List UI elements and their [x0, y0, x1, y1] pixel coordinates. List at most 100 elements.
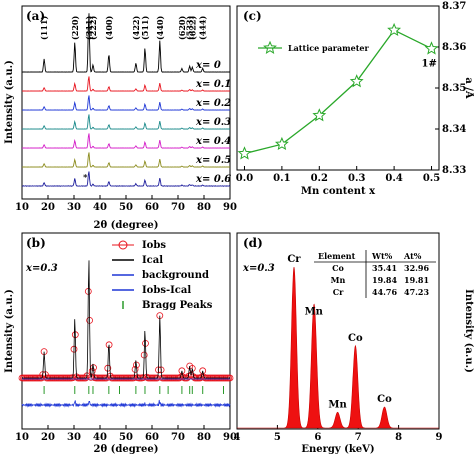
panel-a-xtick-label: 60 [145, 202, 159, 213]
panel-b-legend-label: Ical [142, 255, 163, 266]
panel-b-obs-point [178, 367, 186, 375]
panel-a-peak-label: (311) [84, 16, 94, 40]
panel-c-ytick-label: 8.37 [442, 1, 466, 12]
panel-a-peak-label: (220) [70, 16, 80, 40]
panel-c-point [424, 41, 439, 55]
panel-a-peak-label: (533) [185, 16, 195, 40]
panel-d-table-header: Element [318, 251, 356, 261]
panel-a-series-line [21, 133, 231, 149]
panel-d-table-cell: 47.23 [404, 287, 429, 297]
panel-d-xtick-label: 8 [395, 432, 402, 443]
panel-c-point [349, 74, 364, 88]
panel-c-legend-label: Lattice parameter [288, 43, 370, 53]
panel-c-point [237, 146, 252, 160]
panel-c-xtick-label: 0.1 [273, 173, 290, 184]
panel-c-ylabel: a /Å [463, 77, 474, 99]
panel-c-point [387, 22, 402, 37]
panel-b-xtick-label: 60 [145, 432, 159, 443]
panel-c-series [237, 22, 439, 160]
panel-d-table: Element Wt% At% Co 35.41 32.96 Mn 19.84 19.81 Cr 4… [314, 250, 436, 298]
panel-d-table-cell: Co [332, 263, 344, 273]
panel-a-series-line [21, 114, 231, 130]
panel-d-letter: (d) [243, 236, 263, 250]
panel-b-curves [18, 260, 234, 408]
panel-b-legend-label: Iobs-Ical [142, 285, 191, 296]
panel-a-series-label: x= 0 [195, 60, 221, 71]
panel-d-table-cell: 32.96 [404, 263, 429, 273]
panel-b-xtick-label: 50 [119, 432, 133, 443]
panel-a-series-label: x= 0.5 [195, 155, 231, 166]
panel-d-xtick-label: 9 [436, 432, 443, 443]
panel-b-xtick-label: 40 [93, 432, 107, 443]
panel-a-series-line [21, 76, 231, 92]
panel-a: (a) Intensity (a.u.) 2θ (degree) 10 20 30 4… [4, 5, 237, 231]
panel-a-xtick-label: 70 [171, 202, 185, 213]
panel-b-legend-label: Iobs [142, 240, 166, 251]
panel-c-legend: Lattice parameter [258, 40, 370, 54]
panel-a-xtick-label: 40 [93, 202, 107, 213]
panel-d-table-cell: 44.76 [372, 287, 397, 297]
panel-b-obs-point [199, 367, 207, 375]
panel-d-xtick-label: 7 [355, 432, 362, 443]
panel-d-table-cell: 35.41 [372, 263, 397, 273]
panel-a-peak-label: (400) [104, 16, 114, 40]
panel-a-series-label: x= 0.4 [195, 136, 231, 147]
panel-c-xtick-label: 0.4 [385, 173, 402, 184]
panel-a-peak-labels: (111) (220) (311)(222) (400) (422) (511) (440)… [39, 16, 208, 40]
panel-b-xtick-label: 20 [41, 432, 55, 443]
panel-a-letter: (a) [26, 9, 45, 23]
panel-b-legend: Iobs Ical background Iobs-Ical Bragg Peaks [112, 240, 213, 311]
panel-a-peak-label: (440) [155, 16, 165, 40]
panel-c-xtick-label: 0.5 [423, 173, 440, 184]
panel-a-series-label: x= 0.2 [195, 98, 231, 109]
panel-d-frame [236, 232, 440, 430]
panel-a-series-label: x= 0.3 [195, 117, 231, 128]
panel-d-peak-label: Cr [287, 254, 301, 265]
panel-b-xtick-label: 90 [223, 432, 237, 443]
panel-a-xtick-label: 10 [15, 202, 29, 213]
panel-a-series-line [21, 13, 231, 73]
panel-c-annotation: 1# [422, 59, 437, 70]
panel-c-ytick-label: 8.36 [442, 42, 466, 53]
panel-c-ytick-label: 8.34 [442, 124, 466, 135]
panel-a-xtick-label: 20 [41, 202, 55, 213]
panel-c-xtick-label: 0.0 [236, 173, 253, 184]
panel-c-line [244, 29, 432, 155]
panel-d-peak-label: Mn [305, 307, 324, 318]
panel-d-xtick-label: 6 [314, 432, 321, 443]
panel-c-letter: (c) [243, 9, 262, 23]
panel-d-peak-label: Co [348, 333, 363, 344]
panel-d: (d) x=0.3 Energy (keV) Intensity (a.u.) … [234, 232, 474, 455]
panel-c-ticks: 0.0 0.1 0.2 0.3 0.4 0.58.33 8.34 8.35 8.36 8.37 [236, 1, 467, 184]
panel-a-peak-label: (444) [198, 16, 208, 40]
panel-c-xlabel: Mn content x [301, 186, 376, 197]
panel-c-point [274, 136, 289, 151]
panel-b-xtick-label: 10 [15, 432, 29, 443]
panel-a-peak-label: (422) [131, 16, 141, 40]
panel-a-peak-label: (620) [177, 16, 187, 40]
panel-c-ytick-label: 8.35 [442, 83, 466, 94]
panel-d-table-header: At% [403, 251, 422, 261]
panel-b-xticks: 10 20 30 40 50 60 70 80 90 [15, 425, 237, 443]
panel-a-xtick-label: 30 [67, 202, 81, 213]
panel-d-xtick-label: 4 [234, 432, 241, 443]
panel-b-legend-label: Bragg Peaks [142, 300, 213, 311]
panel-d-xlabel: Energy (keV) [301, 444, 374, 455]
panel-a-series-label: x= 0.1 [195, 79, 231, 90]
panel-c-frame [236, 5, 440, 171]
panel-b-xlabel: 2θ (degree) [94, 444, 159, 455]
panel-a-peak-label: (222) [88, 16, 98, 40]
panel-d-table-cell: 19.84 [372, 275, 397, 285]
panel-d-sample-label: x=0.3 [242, 263, 275, 274]
panel-a-peak-label: (111) [39, 16, 49, 40]
panel-c-point [312, 108, 327, 122]
panel-b-xtick-label: 80 [197, 432, 211, 443]
panel-a-ylabel: Intensity (a.u.) [4, 60, 15, 144]
panel-a-curves [21, 13, 231, 187]
panel-a-annotation: * [83, 172, 88, 182]
panel-b-xtick-label: 70 [171, 432, 185, 443]
panel-a-series-line [21, 152, 231, 168]
panel-d-peak-label: Mn [328, 399, 347, 410]
panel-d-ylabel: Intensity (a.u.) [463, 289, 474, 373]
panel-a-xtick-label: 90 [223, 202, 237, 213]
